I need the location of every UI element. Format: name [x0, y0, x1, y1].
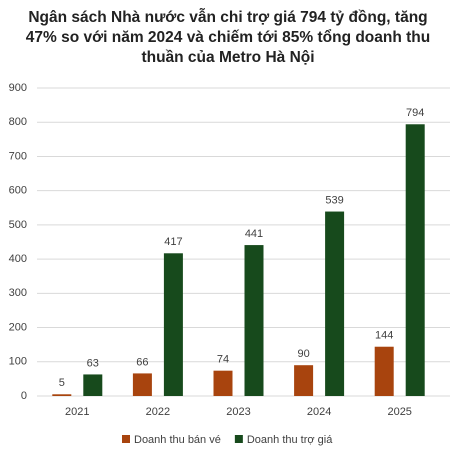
y-tick-label: 700 — [9, 150, 27, 162]
bar — [325, 211, 345, 396]
legend-label: Doanh thu trợ giá — [247, 434, 333, 446]
x-tick-label: 2025 — [387, 406, 411, 418]
y-tick-label: 500 — [9, 219, 27, 231]
bar — [52, 394, 72, 396]
value-label: 144 — [375, 330, 393, 342]
x-tick-label: 2024 — [307, 406, 331, 418]
value-label: 90 — [297, 348, 309, 360]
bar — [405, 124, 425, 396]
legend-swatch — [234, 435, 243, 443]
value-label: 794 — [406, 107, 424, 119]
y-tick-label: 0 — [21, 390, 27, 402]
y-tick-label: 100 — [9, 356, 27, 368]
value-label: 441 — [245, 228, 263, 240]
value-label: 539 — [325, 194, 343, 206]
value-label: 5 — [59, 377, 65, 389]
legend-label: Doanh thu bán vé — [134, 434, 221, 446]
chart-title: Ngân sách Nhà nước vẫn chi trợ giá 794 t… — [25, 9, 431, 66]
y-tick-label: 600 — [9, 185, 27, 197]
x-tick-label: 2023 — [226, 406, 250, 418]
legend-swatch — [122, 435, 130, 443]
y-tick-label: 200 — [9, 321, 27, 333]
bar — [244, 245, 264, 396]
value-label: 417 — [164, 236, 182, 248]
y-tick-label: 300 — [9, 287, 27, 299]
bar — [83, 374, 103, 396]
value-label: 63 — [87, 357, 99, 369]
bar — [374, 346, 394, 396]
y-tick-label: 900 — [9, 82, 27, 94]
bar — [132, 373, 152, 396]
bar — [213, 370, 233, 396]
y-tick-label: 400 — [9, 253, 27, 265]
bar — [294, 365, 314, 396]
x-tick-label: 2021 — [65, 406, 89, 418]
x-tick-label: 2022 — [146, 406, 170, 418]
bar — [163, 253, 183, 396]
y-tick-label: 800 — [9, 116, 27, 128]
value-label: 66 — [136, 356, 148, 368]
value-label: 74 — [217, 354, 229, 366]
